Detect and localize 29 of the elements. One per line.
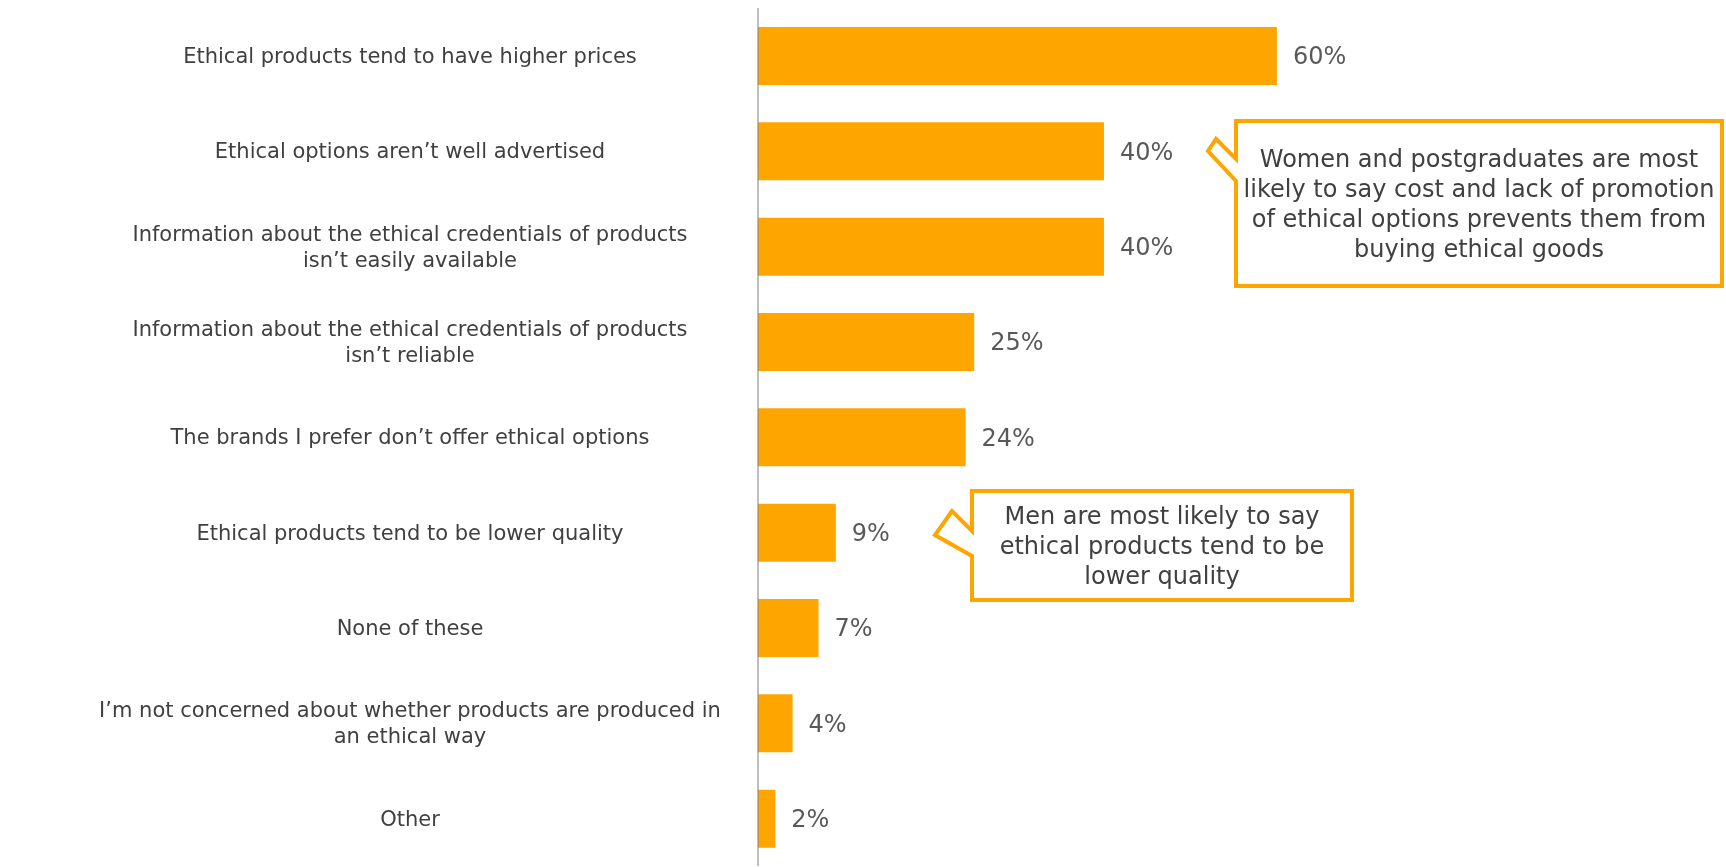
y-tick-label: Ethical products tend to be lower quality bbox=[196, 520, 624, 545]
data-label: 60% bbox=[1292, 42, 1347, 71]
annotation: Men are most likely to say ethical products tend to be lower quality bbox=[998, 500, 1326, 592]
bar bbox=[758, 27, 1277, 85]
data-label: 24% bbox=[981, 423, 1035, 452]
annotation: Women and postgraduates are most likely to say cost and lack of promotion of ethical options prevents them from buying ethical goods bbox=[1242, 143, 1716, 265]
bar bbox=[758, 217, 1104, 276]
data-label: 7% bbox=[834, 614, 873, 643]
bar bbox=[758, 789, 776, 848]
data-label: 4% bbox=[808, 709, 847, 738]
y-tick-label: Other bbox=[380, 806, 441, 831]
y-tick-label: The brands I prefer don’t offer ethical options bbox=[169, 425, 650, 450]
y-tick-label: Ethical options aren’t well advertised bbox=[214, 139, 606, 164]
data-label: 25% bbox=[990, 328, 1044, 357]
y-tick-label: None of these bbox=[336, 616, 484, 641]
data-label: 9% bbox=[851, 519, 890, 548]
y-tick-label: Ethical products tend to have higher prices bbox=[183, 44, 637, 69]
data-label: 40% bbox=[1119, 233, 1174, 262]
y-tick-label: Information about the ethical credentials of products isn’t easily available bbox=[132, 221, 688, 272]
y-tick-label: Information about the ethical credentials of products isn’t reliable bbox=[132, 317, 688, 368]
data-label: 2% bbox=[791, 805, 830, 834]
bar bbox=[758, 122, 1104, 181]
y-tick-label: I’m not concerned about whether products are produced in an ethical way bbox=[99, 698, 721, 749]
bar bbox=[758, 694, 793, 753]
bar bbox=[758, 408, 966, 467]
bar bbox=[758, 599, 819, 657]
bar bbox=[758, 313, 975, 371]
bar bbox=[758, 503, 836, 562]
data-label: 40% bbox=[1119, 137, 1174, 166]
